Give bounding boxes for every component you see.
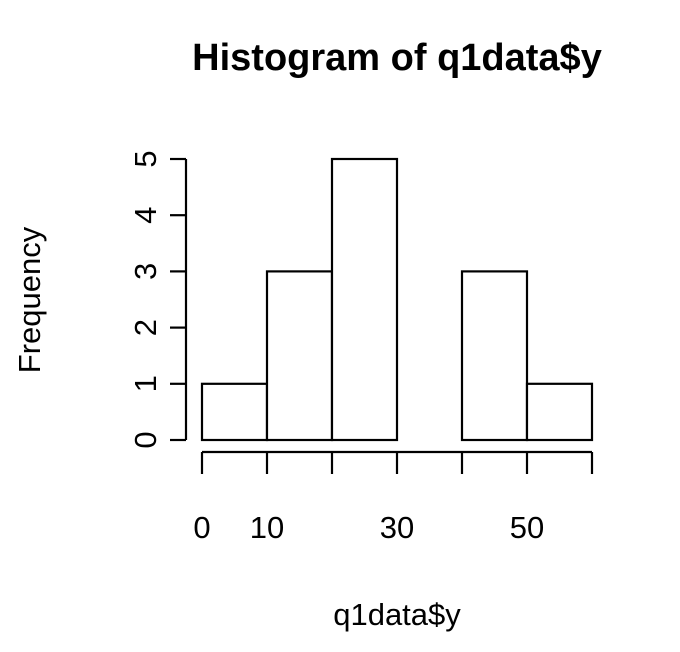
x-tick-label-50: 50	[510, 510, 544, 545]
histogram-bar-40-50	[460, 270, 529, 442]
y-tick-label-0: 0	[128, 431, 163, 448]
y-tick-label-3: 3	[128, 263, 163, 280]
histogram-bar-20-30	[330, 157, 399, 442]
y-axis-label: Frequency	[12, 226, 47, 373]
histogram-bar-10-20	[265, 270, 334, 442]
x-axis: 0 10 30 50	[193, 450, 594, 545]
y-axis: 0 1 2 3 4 5	[128, 150, 188, 449]
y-tick-label-1: 1	[128, 375, 163, 392]
x-tick-label-0: 0	[193, 510, 210, 545]
y-tick-label-4: 4	[128, 207, 163, 224]
bars-group	[200, 157, 594, 442]
x-axis-label: q1data$y	[333, 597, 461, 632]
chart-title: Histogram of q1data$y	[192, 37, 602, 79]
y-tick-label-5: 5	[128, 150, 163, 167]
x-tick-label-30: 30	[380, 510, 414, 545]
x-tick-label-10: 10	[250, 510, 284, 545]
histogram-bar-0-10	[200, 382, 269, 442]
histogram-bar-50-60	[525, 382, 594, 442]
y-tick-label-2: 2	[128, 319, 163, 336]
